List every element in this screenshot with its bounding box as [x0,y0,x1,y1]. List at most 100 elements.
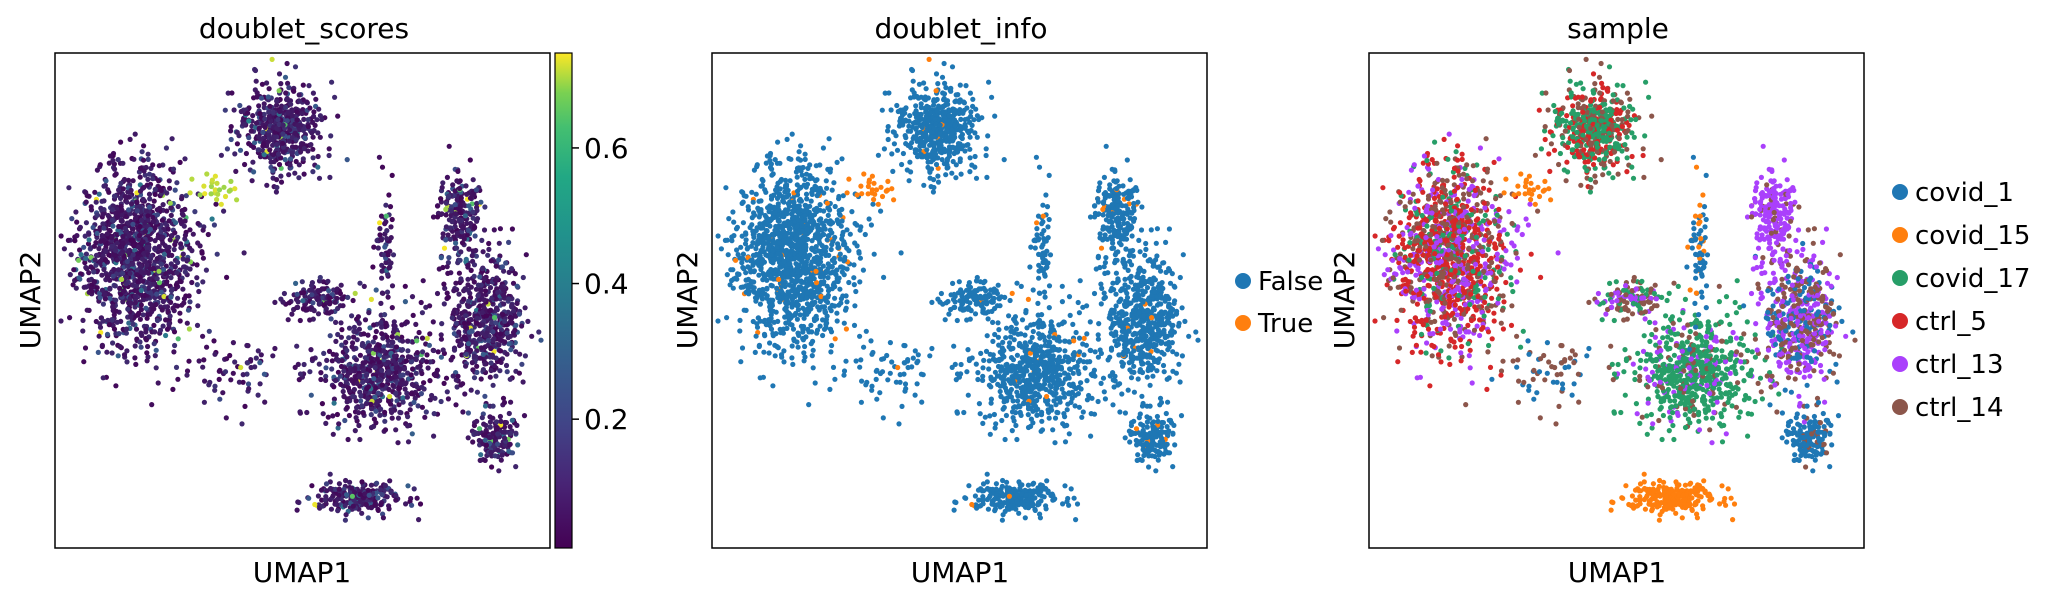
scatter-point [222,369,229,375]
scatter-point [154,291,160,297]
scatter-point [460,409,466,415]
scatter-point [477,303,483,309]
scatter-point [156,244,162,250]
scatter-point [78,252,84,258]
scatter-point [516,370,523,376]
scatter-point [350,503,356,509]
scatter-point [221,184,227,190]
scatter-point [163,332,169,339]
scatter-point [195,303,201,309]
scatter-point [829,264,835,270]
scatter-point [363,377,370,383]
scatter-point [477,274,483,280]
scatter-point [363,502,369,508]
scatter-point [105,212,111,219]
scatter-point [96,191,102,197]
scatter-point [289,150,295,156]
scatter-point [151,198,157,204]
scatter-point [490,430,496,436]
scatter-point [789,343,795,349]
scatter-point [794,174,800,180]
scatter-point [808,341,814,347]
scatter-point [474,315,480,321]
scatter-point [98,205,104,211]
scatter-point [499,264,505,270]
scatter-point [844,227,850,233]
scatter-point [253,78,259,84]
scatter-point [258,95,265,101]
scatter-point [773,267,779,273]
scatter-point [770,383,776,389]
scatter-point [89,288,95,294]
panel-title: doublet_scores [199,12,409,45]
scatter-point [199,250,205,256]
scatter-point [260,148,266,154]
scatter-point [246,118,252,124]
scatter-point [167,268,173,274]
scatter-point [76,275,82,281]
scatter-point [740,220,747,226]
scatter-point [154,317,161,324]
scatter-point [451,288,457,294]
scatter-point [180,251,186,257]
scatter-point [385,342,391,348]
scatter-point [115,157,121,163]
scatter-point [160,202,166,208]
scatter-point [379,290,385,296]
scatter-point [138,217,145,223]
scatter-point [356,410,362,416]
scatter-point [729,238,735,244]
scatter-point [385,252,391,258]
scatter-point [126,194,132,200]
scatter-point [168,275,174,281]
scatter-point [201,183,207,189]
scatter-point [147,196,153,202]
scatter-point [438,196,444,202]
scatter-point [480,367,486,373]
scatter-point [450,354,456,360]
scatter-point [878,208,884,214]
scatter-point [142,228,148,234]
scatter-point [368,424,375,431]
scatter-point [796,149,802,155]
scatter-point [844,299,850,305]
scatter-point [792,255,798,261]
scatter-point [822,226,828,232]
scatter-point [105,317,111,323]
scatter-point [329,366,335,372]
scatter-point [461,296,467,302]
scatter-point [159,217,165,223]
scatter-point [244,342,250,349]
scatter-point [405,483,411,489]
scatter-point [376,154,382,160]
scatter-point [431,433,437,439]
scatter-point [462,324,468,330]
scatter-point [293,137,299,143]
scatter-point [839,218,845,224]
scatter-point [269,136,275,143]
scatter-point [348,377,354,383]
scatter-point [154,256,160,262]
scatter-point [310,169,316,175]
scatter-point [401,366,408,372]
scatter-point [490,354,496,360]
scatter-point [153,347,159,353]
scatter-point [137,339,143,345]
scatter-point [106,189,112,195]
scatter-point [128,237,134,243]
scatter-point [823,218,829,224]
scatter-point [277,108,283,114]
scatter-point [145,217,151,223]
colorbar-ticks: 0.20.40.6 [572,132,629,436]
scatter-point [252,67,259,74]
scatter-point [475,282,481,288]
scatter-point [270,168,276,174]
scatter-point [493,373,499,379]
scatter-point [481,297,487,303]
scatter-point [815,289,821,295]
scatter-point [391,353,397,359]
scatter-point [204,171,210,177]
scatter-point [168,261,174,267]
scatter-point [373,408,379,414]
scatter-point [766,207,773,213]
